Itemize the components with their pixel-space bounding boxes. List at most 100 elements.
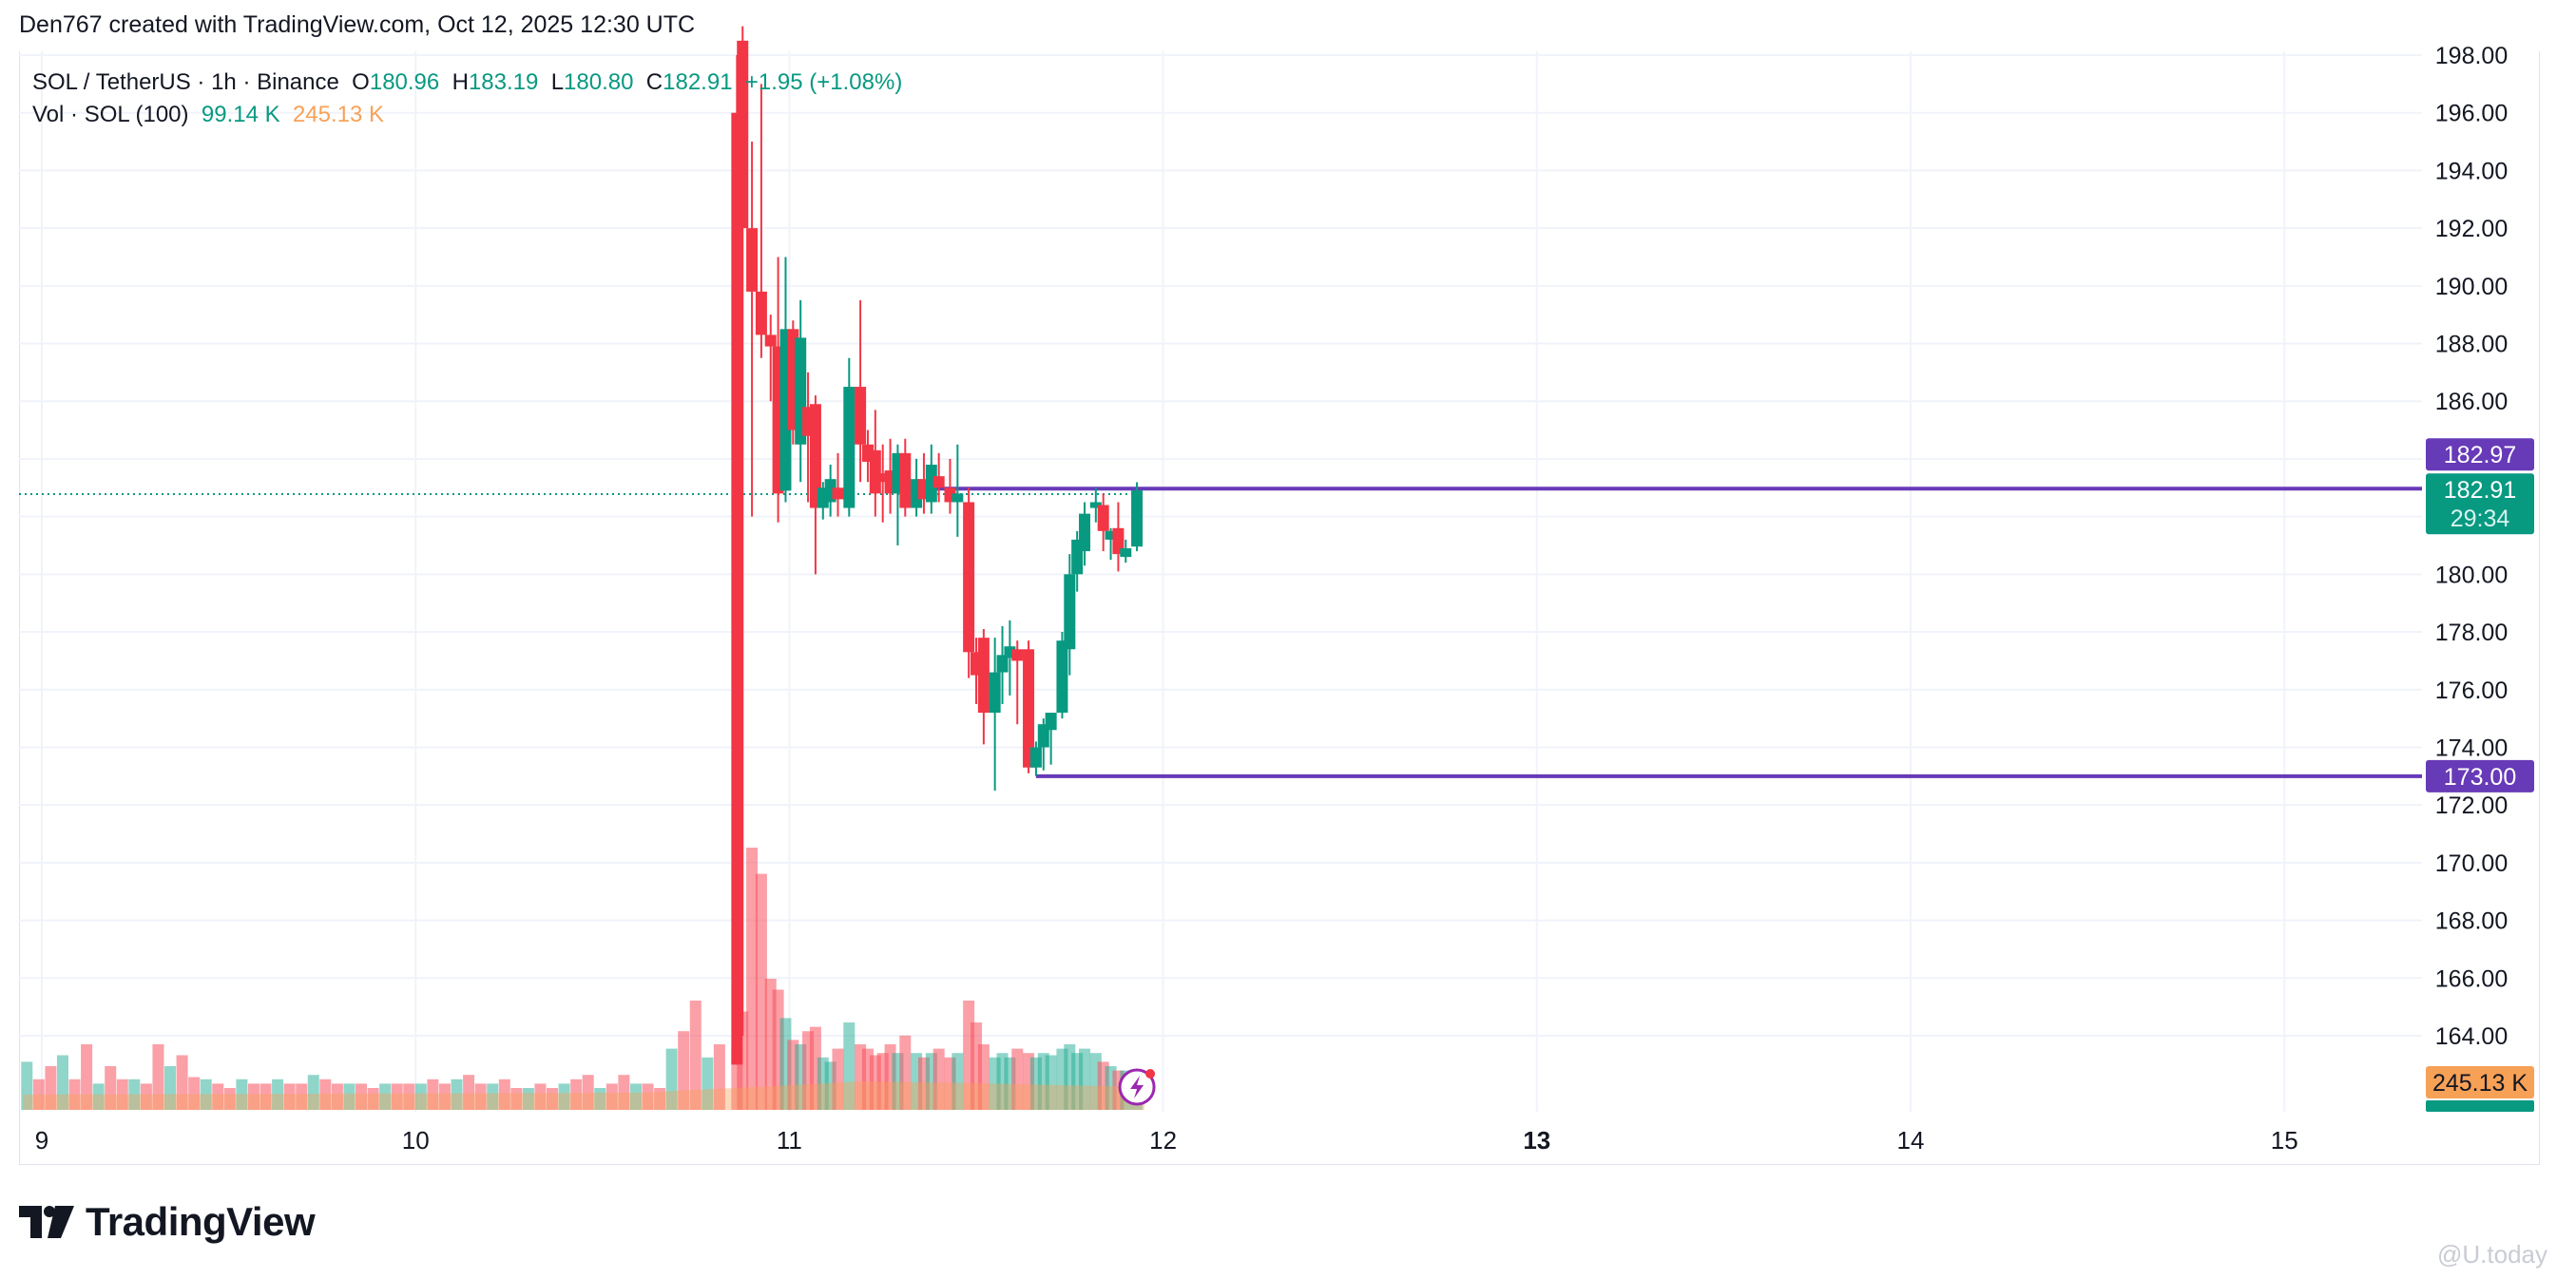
volume-bar [296, 1083, 308, 1110]
volume-bar [116, 1079, 128, 1110]
price-tick-label: 190.00 [2435, 274, 2508, 300]
price-tick-label: 166.00 [2435, 965, 2508, 992]
volume-bar [164, 1066, 177, 1110]
brand-name: TradingView [86, 1199, 316, 1244]
candle [795, 300, 807, 483]
volume-bar [487, 1083, 499, 1110]
volume-ma-area [23, 1081, 1144, 1110]
volume-bar [331, 1083, 343, 1110]
change-value: +1.95 (+1.08%) [744, 69, 903, 95]
volume-bar [498, 1079, 510, 1110]
volume-bar [438, 1083, 451, 1110]
volume-bar [547, 1088, 559, 1110]
candle [932, 452, 945, 503]
candle-body [1131, 490, 1144, 547]
candle-body [1120, 548, 1132, 558]
time-axis: 9 10 11 12 13 14 15 [35, 1126, 2298, 1155]
volume-bar [977, 1044, 990, 1110]
volume-bar [746, 848, 759, 1110]
last-price-tag: 182.91 [2444, 477, 2516, 504]
chart-caption: Den767 created with TradingView.com, Oct… [19, 11, 696, 38]
candle-body [832, 487, 844, 500]
candle [1105, 527, 1117, 561]
tradingview-logo[interactable]: TradingView [19, 1199, 316, 1245]
volume-bar [899, 1035, 912, 1110]
candle-body [989, 672, 1001, 714]
candle [1056, 632, 1068, 719]
candle-body [869, 449, 881, 494]
close-value: 182.91 [663, 69, 733, 95]
open-value: 180.96 [369, 69, 440, 95]
volume-bar [570, 1079, 583, 1110]
candle [755, 84, 767, 358]
candle-body [1079, 513, 1091, 552]
price-tick-label: 192.00 [2435, 216, 2508, 242]
candle [746, 142, 759, 517]
volume-bar [128, 1079, 141, 1110]
volume-bar [689, 1001, 702, 1110]
candle [989, 638, 1001, 791]
candle-body [731, 112, 743, 1065]
price-tick-label: 168.00 [2435, 908, 2508, 935]
volume-bar [188, 1077, 201, 1110]
bolt-icon-dot [1145, 1069, 1156, 1079]
volume-bar [152, 1044, 164, 1110]
candle-body [1045, 713, 1057, 731]
open-label: O [352, 69, 370, 95]
volume-bar [367, 1088, 379, 1110]
price-tick-label: 174.00 [2435, 735, 2508, 761]
candle-body [925, 465, 937, 503]
volume-bar [702, 1057, 714, 1110]
high-label: H [452, 69, 469, 95]
candle-body [809, 404, 821, 508]
candle [925, 444, 937, 514]
volume-bar [678, 1031, 690, 1110]
candle [1023, 640, 1035, 773]
candle-body [952, 493, 964, 503]
volume-bar [558, 1083, 570, 1110]
candle [1079, 502, 1091, 566]
volume-bar [832, 1048, 844, 1110]
price-axis: 164.00 166.00 168.00 170.00 172.00 174.00 176.… [2435, 43, 2508, 1050]
price-tick-label: 186.00 [2435, 389, 2508, 415]
high-value: 183.19 [468, 69, 539, 95]
volume-bar [236, 1079, 248, 1110]
candle [832, 452, 844, 517]
candle [1120, 539, 1132, 563]
bolt-icon-glyph [1130, 1076, 1144, 1098]
candle [869, 410, 881, 517]
volume-bar [105, 1066, 117, 1110]
candle [1045, 713, 1057, 765]
symbol-label[interactable]: SOL / TetherUS · 1h · Binance [32, 69, 339, 95]
candle [899, 438, 912, 517]
volume-bar [319, 1079, 332, 1110]
candle-body [755, 291, 767, 335]
candle [952, 444, 964, 537]
volume-bar [474, 1083, 487, 1110]
time-tick-label: 11 [777, 1126, 802, 1155]
candle [1064, 554, 1076, 676]
volume-bar [414, 1083, 427, 1110]
volume-bar [582, 1075, 594, 1110]
volume-bar [45, 1066, 57, 1110]
volume-bars [731, 848, 1144, 1110]
candle-body [1064, 574, 1076, 650]
price-tick-label: 172.00 [2435, 792, 2508, 819]
volume-bar [403, 1083, 415, 1110]
volume-bar [713, 1044, 725, 1110]
volume-bar [932, 1048, 945, 1110]
volume-bar [427, 1079, 439, 1110]
candle [809, 395, 821, 575]
bolt-icon[interactable] [1118, 1068, 1156, 1106]
volume-bar [32, 1079, 45, 1110]
candle-body [876, 473, 889, 483]
candle [1131, 482, 1144, 552]
candle-body [746, 228, 759, 292]
candle-body [977, 638, 990, 714]
volume-bar [212, 1083, 224, 1110]
low-value: 180.80 [564, 69, 634, 95]
price-chart[interactable]: 164.00 166.00 168.00 170.00 172.00 174.00 176.… [0, 0, 2576, 1169]
price-tick-label: 180.00 [2435, 562, 2508, 588]
volume-label[interactable]: Vol · SOL (100) [32, 102, 189, 127]
candle-body [932, 476, 945, 488]
